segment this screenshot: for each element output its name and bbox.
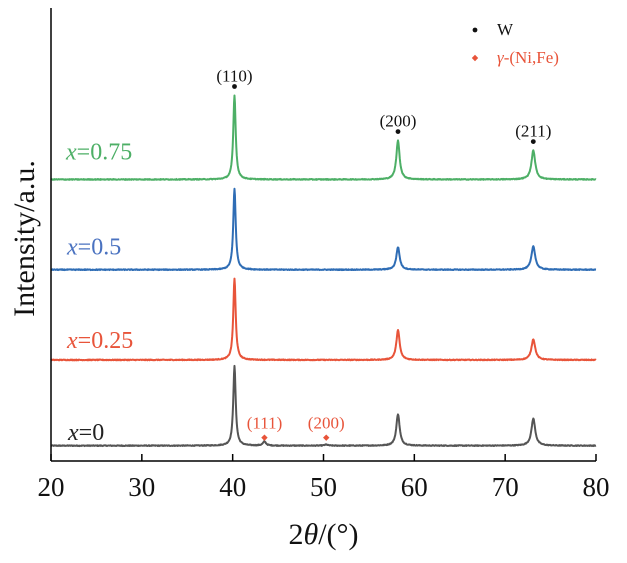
x-tick-label-4: 60 bbox=[401, 472, 428, 502]
series-label-0: x=0 bbox=[67, 420, 104, 446]
legend-italic-prefix: γ bbox=[497, 48, 505, 67]
ni-fe-peak-marker-3 bbox=[261, 434, 268, 441]
series-label-1: x=0.25 bbox=[66, 328, 133, 354]
series-label-value: =0 bbox=[79, 420, 105, 446]
series-label-value: =0.75 bbox=[77, 140, 133, 166]
legend-label-1: γ-(Ni,Fe) bbox=[497, 48, 559, 67]
peak-label-3: (111) bbox=[247, 414, 283, 433]
peak-label-4: (200) bbox=[308, 414, 345, 433]
series-line-0 bbox=[50, 364, 597, 448]
x-axis-label: 2θ/(°) bbox=[288, 518, 358, 551]
series-label-var: x bbox=[66, 328, 78, 354]
legend: Wγ-(Ni,Fe) bbox=[471, 20, 559, 67]
x-tick-label-0: 20 bbox=[38, 472, 65, 502]
legend-label-0: W bbox=[497, 20, 514, 39]
axis-frame: 2θ/(°) Intensity/a.u. bbox=[8, 8, 597, 551]
x-tick-label-1: 30 bbox=[128, 472, 155, 502]
series-label-3: x=0.75 bbox=[65, 140, 132, 166]
w-peak-marker-2 bbox=[530, 139, 536, 145]
series-label-var: x bbox=[66, 234, 78, 260]
series-label-value: =0.25 bbox=[78, 328, 134, 354]
x-axis-label-suffix: /(°) bbox=[318, 518, 358, 551]
legend-ni-fe-marker bbox=[471, 54, 479, 62]
series-line-1 bbox=[50, 277, 597, 362]
x-tick-label-2: 40 bbox=[219, 472, 246, 502]
x-axis-label-prefix: 2 bbox=[288, 518, 303, 551]
series-line-2 bbox=[50, 187, 597, 272]
series-label-2: x=0.5 bbox=[66, 234, 121, 260]
w-peak-marker-1 bbox=[395, 129, 401, 135]
w-peak-marker-0 bbox=[232, 84, 237, 89]
series-label-var: x bbox=[67, 420, 79, 446]
series-label-value: =0.5 bbox=[78, 234, 122, 260]
series-group: x=0x=0.25x=0.5x=0.75 bbox=[50, 94, 597, 448]
x-tick-label-6: 80 bbox=[583, 472, 610, 502]
y-axis-label: Intensity/a.u. bbox=[8, 160, 41, 317]
legend-label-text: -(Ni,Fe) bbox=[504, 48, 559, 67]
peak-label-1: (200) bbox=[380, 112, 417, 131]
x-tick-label-5: 70 bbox=[492, 472, 519, 502]
x-axis-label-symbol: θ bbox=[303, 518, 318, 551]
peak-label-0: (110) bbox=[216, 67, 252, 86]
series-label-var: x bbox=[65, 140, 77, 166]
series-line-3 bbox=[50, 94, 597, 181]
x-tick-labels: 20 30 40 50 60 70 80 bbox=[38, 472, 610, 502]
legend-w-marker bbox=[472, 27, 478, 33]
ni-fe-peak-marker-4 bbox=[323, 434, 330, 441]
x-tick-label-3: 50 bbox=[310, 472, 337, 502]
peak-annotations: (110) (200) (211) (111) (200) bbox=[216, 67, 551, 441]
legend-label-text: W bbox=[497, 20, 514, 39]
peak-label-2: (211) bbox=[515, 122, 551, 141]
